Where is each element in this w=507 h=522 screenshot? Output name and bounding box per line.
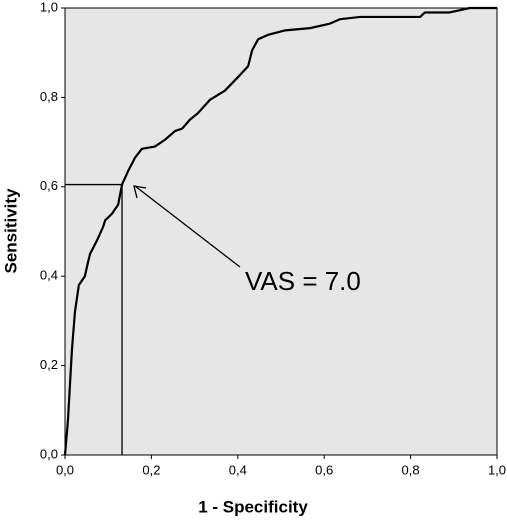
y-axis-label: Sensitivity: [1, 188, 20, 274]
y-tick-label: 0,6: [40, 178, 58, 193]
y-tick-label: 0,4: [40, 268, 58, 283]
x-tick-label: 0,6: [315, 462, 333, 477]
x-tick-label: 0,0: [56, 462, 74, 477]
x-tick-label: 0,2: [142, 462, 160, 477]
annotation-arrow: [134, 185, 241, 268]
plot-area: [64, 7, 498, 456]
x-axis-label: 1 - Specificity: [198, 497, 308, 516]
y-tick-label: 0,0: [40, 446, 58, 461]
y-tick-label: 1,0: [40, 0, 58, 14]
annotation: VAS = 7.0: [245, 266, 361, 296]
arrow-head: [133, 185, 147, 199]
x-tick-label: 0,8: [402, 462, 420, 477]
x-tick-label: 0,4: [229, 462, 247, 477]
x-tick-label: 1,0: [488, 462, 506, 477]
y-tick-label: 0,8: [40, 89, 58, 104]
y-tick-label: 0,2: [40, 357, 58, 372]
roc-curve: [63, 6, 497, 456]
